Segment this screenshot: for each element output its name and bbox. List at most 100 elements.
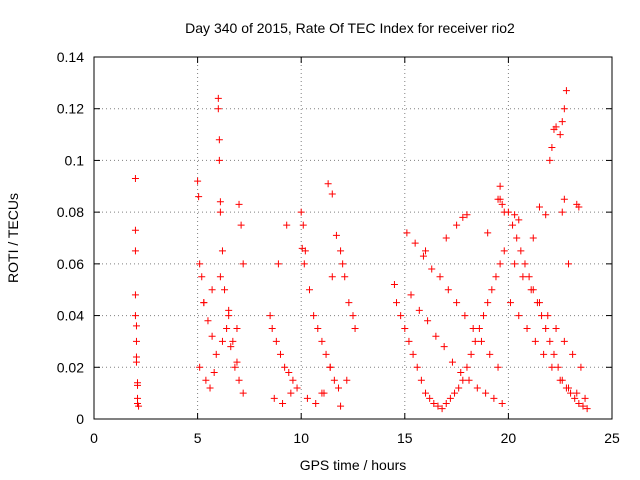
- data-point: [274, 260, 282, 268]
- data-point: [496, 195, 504, 203]
- data-point: [546, 156, 554, 164]
- data-point: [436, 273, 444, 281]
- data-point: [337, 247, 345, 255]
- x-tick-label: 0: [90, 430, 98, 446]
- data-point: [332, 231, 340, 239]
- data-point: [490, 394, 498, 402]
- data-point: [324, 180, 332, 188]
- data-point: [223, 325, 231, 332]
- data-point: [519, 273, 527, 281]
- data-point: [552, 123, 560, 131]
- data-point: [131, 247, 139, 255]
- data-point: [579, 402, 587, 410]
- data-point: [266, 312, 274, 320]
- data-point: [463, 211, 471, 219]
- data-point: [461, 312, 469, 320]
- y-tick-label: 0.02: [57, 359, 84, 375]
- data-point: [583, 405, 591, 413]
- data-point: [285, 368, 293, 376]
- data-point: [283, 221, 291, 229]
- data-point: [235, 376, 243, 384]
- data-point: [196, 363, 204, 371]
- x-tick-labels: 0 5 10 15 20 25: [90, 430, 620, 446]
- data-point: [215, 136, 223, 144]
- data-point: [419, 252, 427, 260]
- data-point: [525, 273, 533, 281]
- data-point: [227, 343, 235, 351]
- data-point: [482, 389, 490, 397]
- data-point: [299, 221, 307, 229]
- data-point: [496, 182, 504, 190]
- data-point: [442, 234, 450, 242]
- data-point: [457, 368, 465, 376]
- data-points: [131, 87, 591, 413]
- data-point: [560, 105, 568, 113]
- data-point: [326, 363, 334, 371]
- data-point: [218, 337, 226, 345]
- data-point: [401, 325, 409, 332]
- data-point: [544, 312, 552, 320]
- data-point: [216, 273, 224, 281]
- data-point: [480, 312, 488, 320]
- data-point: [500, 247, 508, 255]
- data-point: [328, 273, 336, 281]
- data-point: [415, 306, 423, 314]
- data-point: [527, 286, 535, 294]
- data-point: [276, 350, 284, 358]
- data-point: [194, 177, 202, 185]
- data-point: [498, 200, 506, 208]
- data-point: [554, 363, 562, 371]
- data-point: [303, 394, 311, 402]
- data-point: [237, 221, 245, 229]
- y-tick-label: 0.14: [57, 49, 84, 65]
- data-point: [451, 389, 459, 397]
- data-point: [411, 239, 419, 247]
- data-point: [208, 332, 216, 340]
- data-point: [397, 312, 405, 320]
- data-point: [131, 226, 139, 234]
- data-point: [218, 247, 226, 255]
- data-point: [434, 402, 442, 410]
- data-point: [552, 325, 560, 332]
- data-point: [310, 312, 318, 320]
- data-point: [239, 260, 247, 268]
- data-point: [270, 394, 278, 402]
- data-point: [202, 376, 210, 384]
- data-point: [215, 156, 223, 164]
- x-axis-label: GPS time / hours: [300, 457, 407, 473]
- data-point: [477, 337, 485, 345]
- data-point: [506, 299, 514, 307]
- x-tick-label: 5: [194, 430, 202, 446]
- chart-title: Day 340 of 2015, Rate Of TEC Index for r…: [185, 20, 515, 36]
- data-point: [322, 350, 330, 358]
- y-tick-label: 0.08: [57, 204, 84, 220]
- data-point: [430, 399, 438, 407]
- data-point: [318, 389, 326, 397]
- x-tick-label: 10: [293, 430, 309, 446]
- data-point: [448, 358, 456, 366]
- data-point: [444, 286, 452, 294]
- data-point: [225, 312, 233, 320]
- data-point: [204, 317, 212, 325]
- data-point: [467, 350, 475, 358]
- data-point: [339, 260, 347, 268]
- y-axis-label: ROTI / TECUs: [5, 193, 21, 283]
- data-point: [297, 208, 305, 216]
- data-point: [459, 213, 467, 221]
- data-point: [417, 376, 425, 384]
- data-point: [531, 337, 539, 345]
- data-point: [268, 325, 276, 332]
- data-point: [581, 394, 589, 402]
- data-point: [235, 200, 243, 208]
- data-point: [287, 389, 295, 397]
- data-point: [216, 208, 224, 216]
- data-point: [432, 332, 440, 340]
- data-point: [221, 286, 229, 294]
- data-point: [206, 384, 214, 392]
- data-point: [233, 358, 241, 366]
- data-point: [529, 234, 537, 242]
- data-point: [446, 394, 454, 402]
- y-tick-label: 0.04: [57, 308, 84, 324]
- y-tick-labels: 0 0.02 0.04 0.06 0.08 0.1 0.12 0.14: [57, 49, 84, 427]
- data-point: [560, 337, 568, 345]
